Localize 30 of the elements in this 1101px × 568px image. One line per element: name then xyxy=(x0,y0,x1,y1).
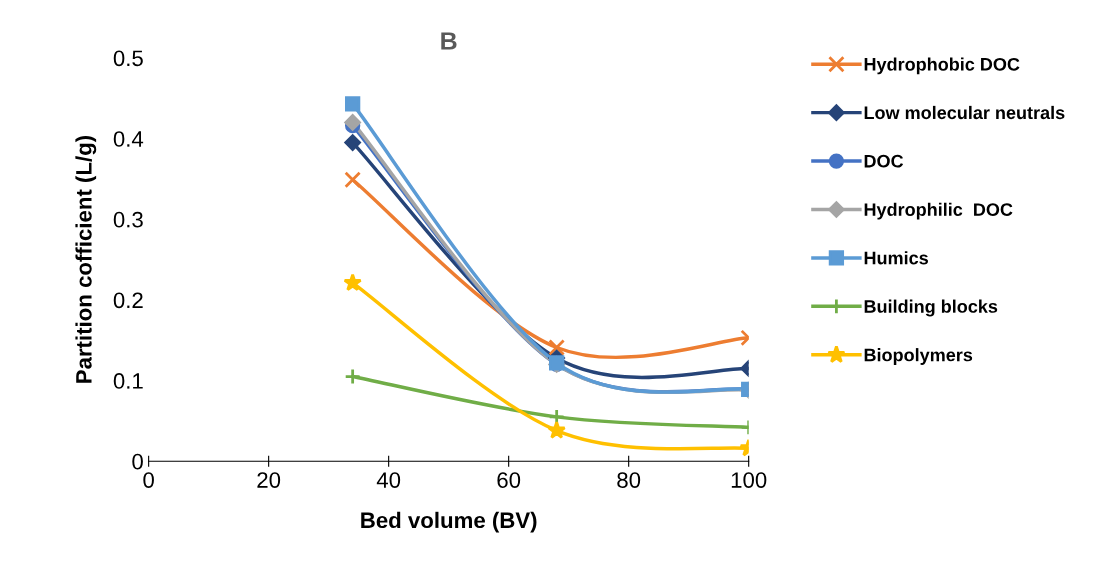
chart-title: B xyxy=(441,32,457,50)
point xyxy=(344,171,361,189)
point xyxy=(344,114,361,131)
y-tick-label: 0 xyxy=(132,453,143,470)
legend-label: Biopolymers xyxy=(864,348,973,365)
point xyxy=(547,420,566,439)
y-tick-label: 0.4 xyxy=(113,131,144,147)
x-tick-label: 0 xyxy=(143,472,154,488)
legend-label: Building blocks xyxy=(864,299,998,317)
point xyxy=(548,339,565,356)
x-axis-title: Bed volume (BV) xyxy=(361,511,537,533)
point xyxy=(344,134,361,151)
x-tick-label: 100 xyxy=(731,472,767,488)
legend-label: Humics xyxy=(864,251,928,265)
legend-label: Hydrophilic DOC xyxy=(864,202,1013,220)
point xyxy=(343,273,362,292)
legend-label: Hydrophobic DOC xyxy=(864,57,1020,75)
y-tick-label: 0.1 xyxy=(113,373,143,389)
y-tick-label: 0.3 xyxy=(113,211,143,228)
legend-label: Low molecular neutrals xyxy=(864,105,1065,120)
y-tick-label: 0.5 xyxy=(113,50,143,67)
point xyxy=(344,368,361,385)
x-tick-label: 20 xyxy=(257,472,281,488)
x-tick-label: 80 xyxy=(617,472,641,488)
x-tick-label: 40 xyxy=(376,472,401,488)
legend-label: DOC xyxy=(864,154,904,168)
y-axis-title: Partition cofficient (L/g) xyxy=(75,135,97,383)
y-tick-label: 0.2 xyxy=(113,292,143,309)
x-tick-label: 60 xyxy=(497,472,521,488)
point xyxy=(345,96,361,112)
